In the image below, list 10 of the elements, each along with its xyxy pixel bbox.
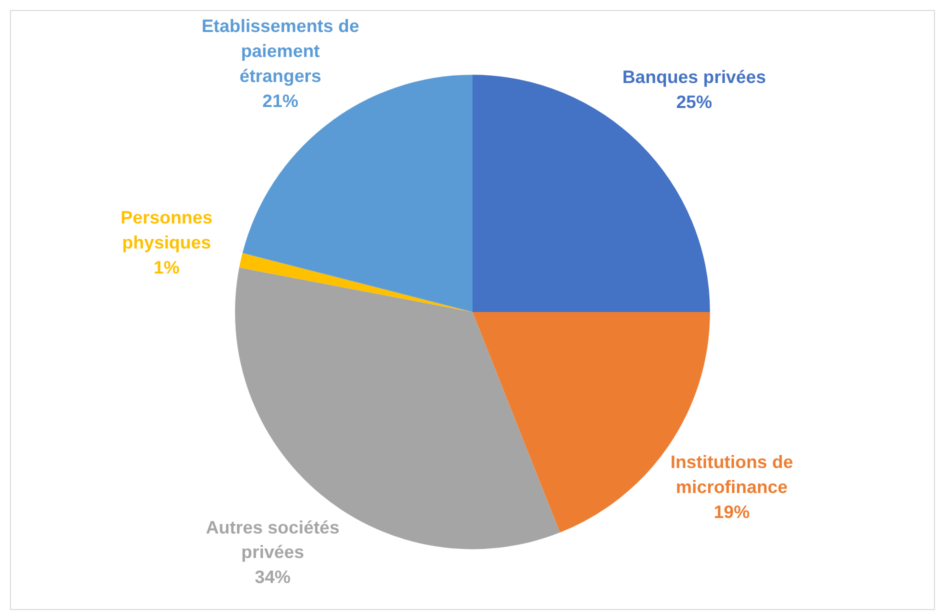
data-label: 25% bbox=[676, 92, 712, 112]
slice-label: Personnes physiques bbox=[120, 208, 212, 253]
data-label: 19% bbox=[714, 502, 750, 522]
data-label: 1% bbox=[154, 258, 180, 278]
slice-label: Institutions de microfinance bbox=[670, 452, 794, 497]
slice-label: Autres sociétés privées bbox=[206, 517, 340, 562]
data-label: 34% bbox=[254, 567, 291, 588]
data-label: 21% bbox=[262, 90, 298, 111]
slice-label: Banques privées bbox=[622, 67, 766, 88]
slice-label: Etablissements de paiement étrangers bbox=[202, 16, 360, 86]
